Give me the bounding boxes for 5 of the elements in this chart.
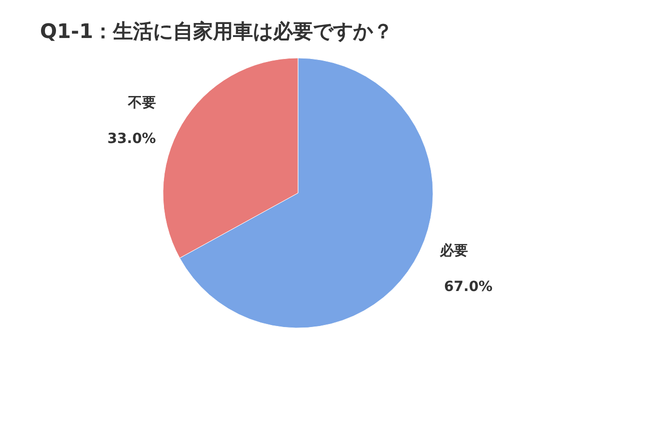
- data-label: 67.0%: [444, 278, 493, 295]
- slice-label: 不要: [126, 95, 156, 112]
- chart-title: Q1-1：生活に自家用車は必要ですか？: [40, 19, 394, 43]
- data-label: 33.0%: [107, 131, 156, 148]
- slice-label: 必要: [439, 242, 468, 259]
